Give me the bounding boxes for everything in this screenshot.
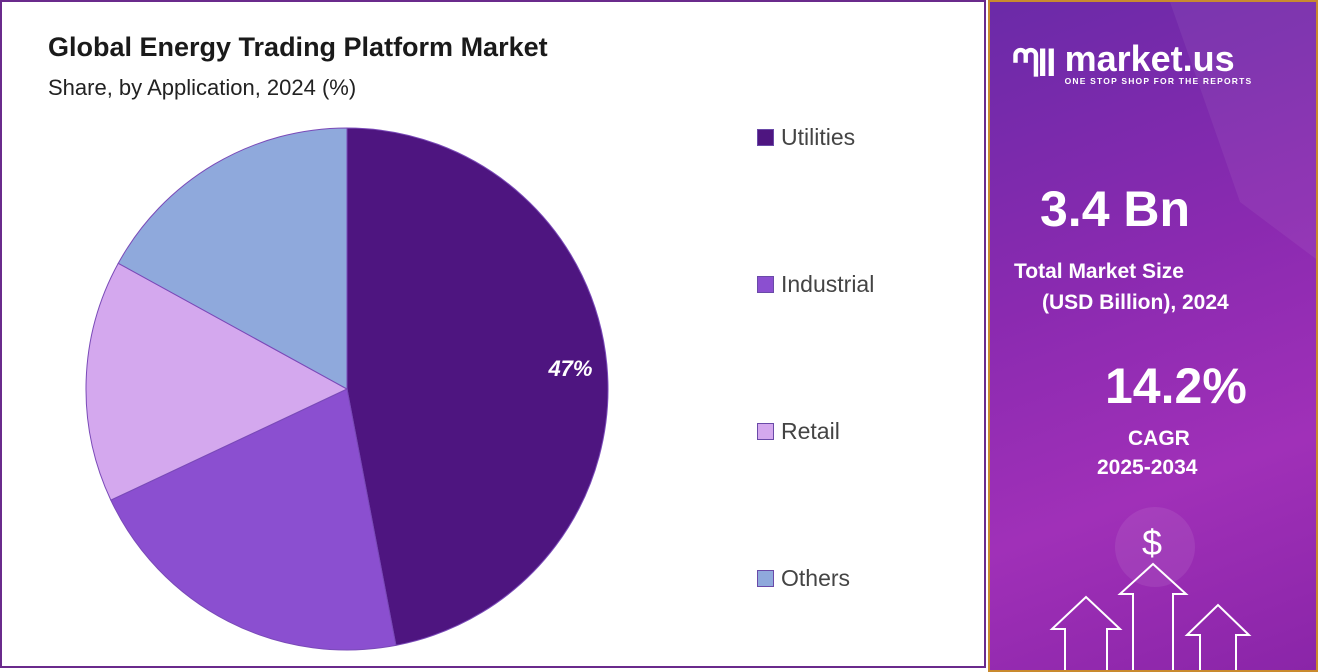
market-size-value: 3.4 Bn bbox=[1040, 181, 1191, 237]
brand-name: market.us bbox=[1064, 38, 1235, 79]
data-label-utilities: 47% bbox=[547, 356, 592, 381]
brand-logo: ᘉll market.us ONE STOP SHOP FOR THE REPO… bbox=[1012, 38, 1253, 87]
market-size-label-2: (USD Billion), 2024 bbox=[1042, 291, 1229, 314]
market-size-label: Total Market Size bbox=[1014, 260, 1184, 283]
legend-swatch bbox=[757, 129, 774, 146]
background-decoration bbox=[1049, 2, 1316, 670]
cagr-years: 2025-2034 bbox=[1097, 456, 1198, 479]
pie-slice-utilities bbox=[346, 127, 609, 646]
legend-label: Utilities bbox=[781, 124, 856, 150]
pie-slice-others bbox=[117, 127, 348, 390]
chart-title: Global Energy Trading Platform Market bbox=[48, 32, 548, 62]
legend-label: Retail bbox=[781, 418, 840, 444]
brand-tagline: ONE STOP SHOP FOR THE REPORTS bbox=[1064, 76, 1253, 86]
pie-slice-retail bbox=[85, 262, 349, 501]
logo-icon: ᘉll bbox=[1012, 42, 1057, 85]
legend-swatch bbox=[757, 423, 774, 440]
arrow-up-icon bbox=[1049, 562, 1252, 670]
legend-label: Industrial bbox=[781, 271, 875, 297]
pie-slice-industrial bbox=[110, 388, 397, 651]
pie-chart: 47% bbox=[85, 127, 609, 651]
summary-panel: ᘉll market.us ONE STOP SHOP FOR THE REPO… bbox=[988, 0, 1318, 672]
chart-panel: Global Energy Trading Platform Market Sh… bbox=[0, 0, 986, 668]
legend-item-industrial: Industrial bbox=[757, 271, 874, 298]
legend-label: Others bbox=[781, 565, 851, 591]
chart-subtitle: Share, by Application, 2024 (%) bbox=[48, 75, 357, 100]
cagr-label: CAGR bbox=[1128, 427, 1190, 450]
legend-swatch bbox=[757, 276, 774, 293]
legend-item-utilities: Utilities bbox=[757, 124, 855, 151]
dollar-icon: $ bbox=[1142, 522, 1163, 563]
legend-item-others: Others bbox=[757, 565, 850, 592]
legend-swatch bbox=[757, 570, 774, 587]
legend-item-retail: Retail bbox=[757, 418, 840, 445]
cagr-value: 14.2% bbox=[1105, 358, 1247, 414]
